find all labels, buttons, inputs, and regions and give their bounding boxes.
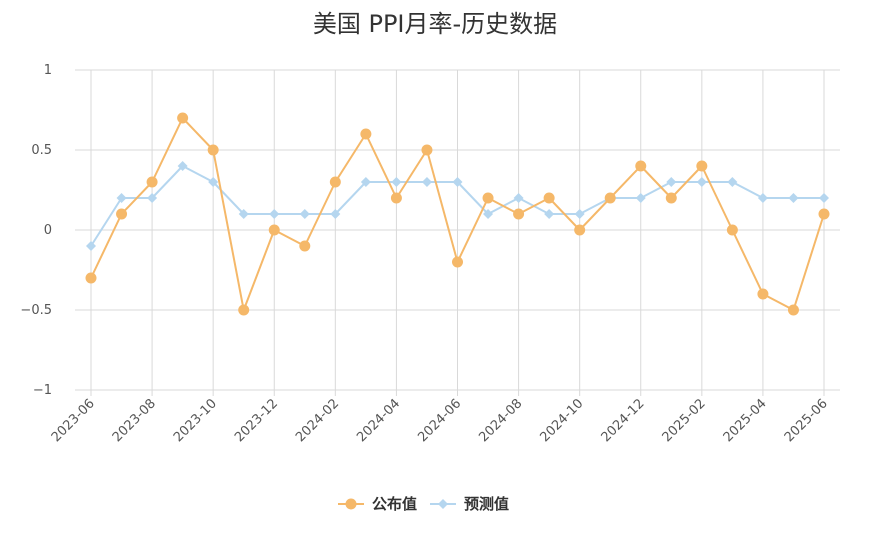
- data-point-forecast: [819, 193, 829, 203]
- data-point-forecast: [330, 209, 341, 219]
- x-tick-label: 2024-08: [476, 396, 525, 445]
- data-point-published: [116, 208, 128, 220]
- data-point-published: [329, 176, 341, 188]
- data-point-published: [360, 128, 372, 140]
- legend-item-published[interactable]: 公布值: [338, 495, 417, 513]
- x-tick-label: 2025-02: [660, 396, 709, 445]
- x-tick-label: 2024-12: [599, 396, 648, 445]
- x-tick-label: 2025-04: [721, 396, 770, 445]
- data-point-forecast: [513, 193, 524, 203]
- data-point-published: [177, 112, 189, 124]
- data-point-forecast: [177, 161, 188, 171]
- data-point-forecast: [452, 177, 463, 187]
- legend-circle-marker: [345, 498, 357, 510]
- data-point-forecast: [727, 177, 738, 187]
- data-point-published: [543, 192, 555, 204]
- x-tick-label: 2024-04: [354, 396, 403, 445]
- data-point-published: [787, 304, 799, 316]
- data-point-published: [726, 224, 738, 236]
- data-point-published: [818, 208, 830, 220]
- grid: [75, 69, 840, 396]
- y-tick-label: 0.5: [31, 143, 52, 158]
- data-point-forecast: [208, 177, 219, 187]
- data-point-published: [268, 224, 280, 236]
- data-point-forecast: [696, 177, 707, 187]
- data-point-published: [513, 208, 525, 220]
- legend[interactable]: 公布值 预测值: [338, 495, 509, 513]
- y-axis: 1 0.5 0 −0.5 −1: [20, 63, 52, 398]
- x-tick-label: 2024-06: [415, 396, 464, 445]
- data-point-forecast: [238, 209, 249, 219]
- series-group: [85, 112, 830, 316]
- x-tick-label: 2024-10: [537, 396, 586, 445]
- data-point-forecast: [635, 193, 646, 203]
- data-point-forecast: [757, 193, 768, 203]
- data-point-forecast: [788, 193, 799, 203]
- legend-label: 预测值: [464, 495, 509, 513]
- data-point-forecast: [544, 209, 555, 219]
- data-point-forecast: [421, 177, 432, 187]
- data-point-published: [604, 192, 616, 204]
- y-tick-label: −1: [33, 383, 52, 398]
- data-point-published: [85, 272, 97, 284]
- legend-item-forecast[interactable]: 预测值: [430, 495, 509, 513]
- data-point-published: [299, 240, 311, 252]
- data-point-published: [757, 288, 769, 300]
- data-point-forecast: [269, 209, 280, 219]
- y-tick-label: −0.5: [20, 303, 52, 318]
- y-tick-label: 1: [44, 63, 52, 78]
- data-point-forecast: [666, 177, 677, 187]
- data-point-forecast: [147, 193, 158, 203]
- x-tick-label: 2025-06: [782, 396, 831, 445]
- data-point-forecast: [483, 209, 494, 219]
- legend-diamond-marker: [438, 499, 448, 509]
- data-point-published: [421, 144, 433, 156]
- data-point-forecast: [391, 177, 402, 187]
- data-point-forecast: [360, 177, 371, 187]
- x-tick-label: 2024-02: [293, 396, 342, 445]
- data-point-forecast: [86, 241, 96, 251]
- y-tick-label: 0: [44, 223, 52, 238]
- data-point-published: [635, 160, 647, 172]
- data-point-published: [146, 176, 158, 188]
- x-tick-label: 2023-12: [232, 396, 281, 445]
- x-tick-label: 2023-06: [49, 396, 98, 445]
- data-point-published: [574, 224, 586, 236]
- x-axis: 2023-06 2023-08 2023-10 2023-12 2024-02 2024-…: [49, 396, 831, 445]
- data-point-forecast: [574, 209, 585, 219]
- data-point-published: [207, 144, 219, 156]
- data-point-published: [452, 256, 463, 268]
- data-point-published: [238, 304, 250, 316]
- data-point-published: [665, 192, 677, 204]
- data-point-published: [482, 192, 494, 204]
- data-point-published: [390, 192, 402, 204]
- data-point-forecast: [299, 209, 310, 219]
- legend-label: 公布值: [372, 495, 417, 513]
- chart-title: 美国 PPI月率-历史数据: [313, 10, 557, 38]
- data-point-forecast: [116, 193, 127, 203]
- data-point-published: [696, 160, 708, 172]
- x-tick-label: 2023-10: [171, 396, 220, 445]
- x-tick-label: 2023-08: [110, 396, 159, 445]
